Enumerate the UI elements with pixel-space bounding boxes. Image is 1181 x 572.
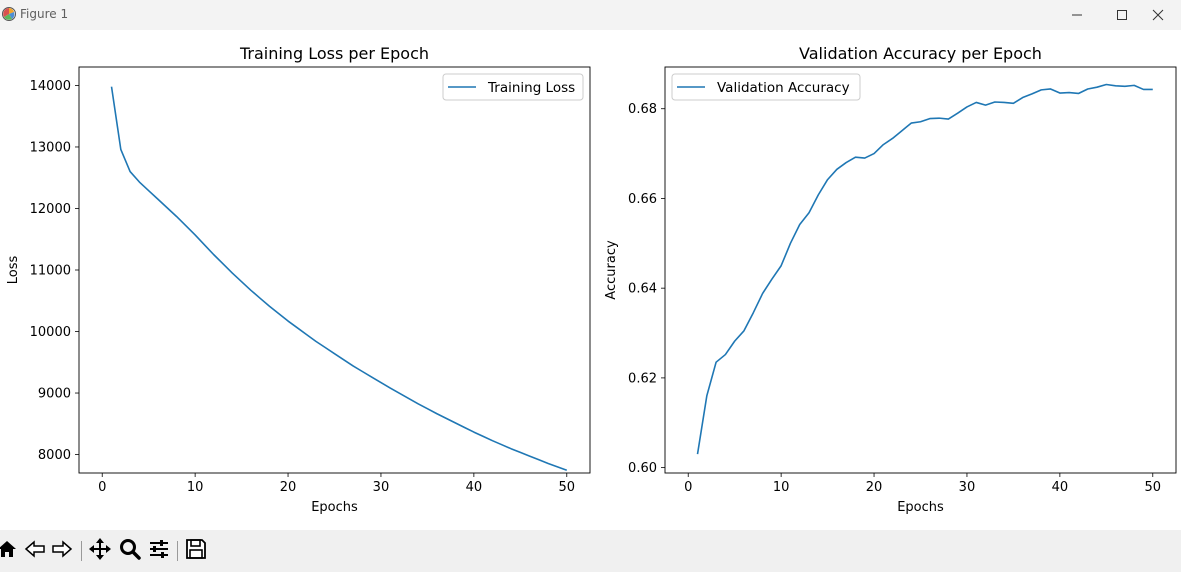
x-tick-label: 20 xyxy=(866,480,883,495)
y-tick-label: 8000 xyxy=(38,448,71,463)
legend-label: Training Loss xyxy=(487,80,575,96)
navigation-toolbar xyxy=(0,530,1181,572)
y-axis-label: Accuracy xyxy=(604,240,619,300)
forward-icon xyxy=(51,538,73,564)
back-button[interactable] xyxy=(23,539,47,563)
save-button[interactable] xyxy=(184,539,208,563)
x-tick-label: 30 xyxy=(373,480,390,495)
y-tick-label: 9000 xyxy=(38,387,71,402)
minimize-button[interactable] xyxy=(1054,0,1100,30)
legend-box xyxy=(671,73,861,101)
y-tick-label: 0.64 xyxy=(628,282,657,297)
y-tick-label: 11000 xyxy=(30,264,71,279)
save-icon xyxy=(185,538,207,564)
pan-icon xyxy=(88,537,112,565)
figure-canvas[interactable]: Training Loss per Epoch 0 10 20 30 40 50 8000 90… xyxy=(0,30,1181,530)
x-tick-label: 30 xyxy=(959,480,976,495)
window-titlebar: Figure 1 xyxy=(0,0,1181,30)
x-tick-label: 0 xyxy=(684,480,692,495)
x-tick-label: 20 xyxy=(280,480,297,495)
axes-frame xyxy=(78,66,591,474)
matplotlib-icon xyxy=(1,6,17,22)
zoom-icon xyxy=(119,538,141,564)
figure-svg: Training Loss per Epoch 0 10 20 30 40 50 8000 90… xyxy=(6,44,1177,515)
pan-button[interactable] xyxy=(88,537,112,565)
home-icon xyxy=(0,538,18,564)
legend-label: Validation Accuracy xyxy=(717,80,850,96)
series-line xyxy=(110,86,568,471)
y-tick-label: 0.60 xyxy=(628,461,657,476)
maximize-button[interactable] xyxy=(1099,0,1145,30)
x-tick-label: 0 xyxy=(98,480,106,495)
home-button[interactable] xyxy=(0,539,19,563)
validation-accuracy-axes: Validation Accuracy per Epoch 0 10 20 30 40 50… xyxy=(604,44,1177,515)
configure-subplots-button[interactable] xyxy=(147,539,171,563)
y-tick-label: 12000 xyxy=(30,202,71,217)
y-tick-label: 0.66 xyxy=(628,192,657,207)
forward-button[interactable] xyxy=(50,539,74,563)
series-line xyxy=(696,83,1153,455)
x-tick-label: 50 xyxy=(1144,480,1161,495)
toolbar-separator xyxy=(81,541,82,561)
axes-frame xyxy=(664,66,1177,474)
chart-title: Validation Accuracy per Epoch xyxy=(799,44,1042,63)
configure-subplots-icon xyxy=(148,538,170,564)
x-tick-label: 40 xyxy=(1052,480,1069,495)
window-title: Figure 1 xyxy=(20,7,69,21)
close-button[interactable] xyxy=(1135,0,1181,30)
x-tick-label: 10 xyxy=(773,480,790,495)
x-tick-label: 50 xyxy=(558,480,575,495)
y-tick-label: 10000 xyxy=(30,325,71,340)
close-icon xyxy=(1152,9,1164,21)
training-loss-axes: Training Loss per Epoch 0 10 20 30 40 50 8000 90… xyxy=(6,44,591,515)
toolbar-separator xyxy=(177,541,178,561)
y-axis-label: Loss xyxy=(6,256,21,285)
legend-box xyxy=(442,73,584,101)
back-icon xyxy=(24,538,46,564)
y-tick-label: 0.62 xyxy=(628,371,657,386)
x-tick-label: 10 xyxy=(187,480,204,495)
y-tick-label: 0.68 xyxy=(628,102,657,117)
x-axis-label: Epochs xyxy=(897,500,944,515)
chart-title: Training Loss per Epoch xyxy=(239,44,429,63)
zoom-button[interactable] xyxy=(118,539,142,563)
maximize-icon xyxy=(1116,9,1128,21)
x-tick-label: 40 xyxy=(466,480,483,495)
y-tick-label: 14000 xyxy=(30,79,71,94)
x-axis-label: Epochs xyxy=(311,500,358,515)
minimize-icon xyxy=(1071,9,1083,21)
y-tick-label: 13000 xyxy=(30,140,71,155)
